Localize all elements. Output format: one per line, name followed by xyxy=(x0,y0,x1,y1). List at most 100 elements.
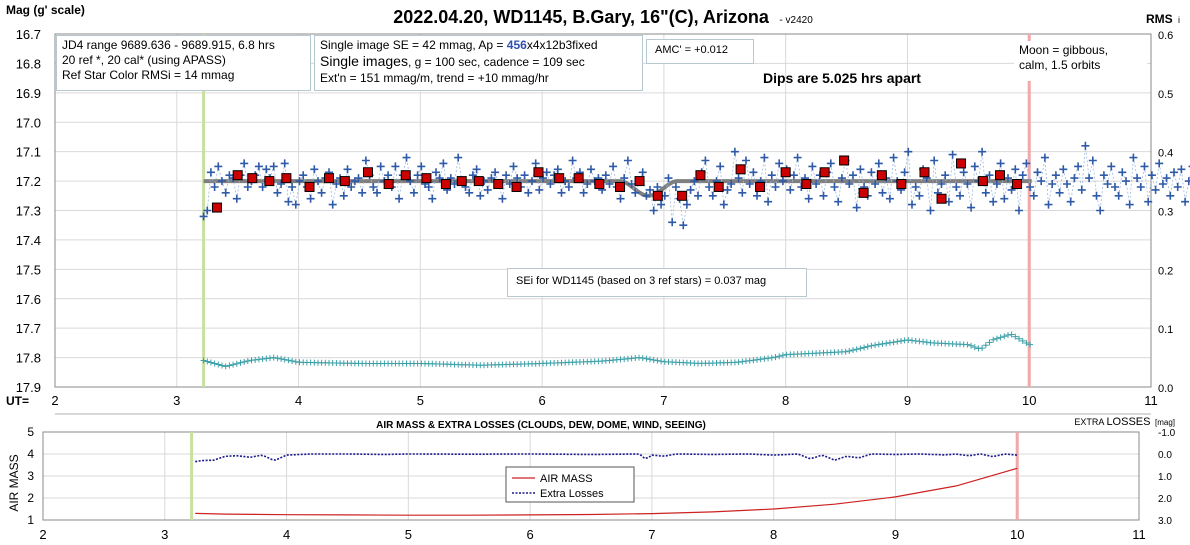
single-image-point xyxy=(376,162,385,171)
average-point xyxy=(819,167,830,178)
single-image-point xyxy=(904,147,913,156)
average-point xyxy=(554,173,565,184)
average-point xyxy=(713,181,724,192)
rms-point xyxy=(776,353,783,360)
single-image-point xyxy=(513,174,522,183)
single-image-point xyxy=(830,183,839,191)
rms-axis-label-text: RMS xyxy=(1146,12,1173,26)
single-image-point xyxy=(557,188,566,197)
rms-tick-label: 0.0 xyxy=(1158,383,1173,395)
rms-tick-label: 0.6 xyxy=(1158,30,1173,42)
single-image-point xyxy=(306,194,315,203)
average-point xyxy=(383,179,394,190)
airmass-x-tick-label: 10 xyxy=(1010,527,1024,542)
single-image-point xyxy=(926,206,935,215)
airmass-y-tick-label: 4 xyxy=(27,447,34,461)
single-image-point xyxy=(1129,153,1138,162)
single-image-point xyxy=(1070,174,1079,183)
average-point xyxy=(615,181,626,192)
rms-point xyxy=(993,335,1000,342)
single-image-point xyxy=(339,191,348,200)
main-x-tick-label: 11 xyxy=(1144,393,1158,408)
main-y-tick-label: 16.7 xyxy=(16,27,41,42)
single-image-point xyxy=(1085,174,1094,183)
single-image-point xyxy=(642,191,651,200)
single-image-point xyxy=(1022,159,1031,168)
single-images-line: Single images, g = 100 sec, cadence = 10… xyxy=(320,53,642,71)
single-image-point xyxy=(989,197,998,206)
single-image-point xyxy=(804,194,813,203)
single-image-point xyxy=(738,188,747,197)
single-image-point xyxy=(723,185,732,194)
single-image-point xyxy=(978,147,987,156)
single-image-point xyxy=(627,180,636,188)
single-image-point xyxy=(694,191,702,200)
ref-stars-line: 20 ref *, 20 cal* (using APASS) xyxy=(62,53,226,67)
legend-extra-losses-label: Extra Losses xyxy=(540,488,604,500)
single-image-point xyxy=(502,171,511,180)
airmass-x-tick-label: 6 xyxy=(526,527,533,542)
single-image-point xyxy=(402,153,411,162)
main-chart-title-text: 2022.04.20, WD1145, B.Gary, 16"(C), Ariz… xyxy=(393,7,770,27)
single-image-point xyxy=(764,197,773,206)
rms-point xyxy=(226,362,233,369)
single-image-point xyxy=(417,162,426,171)
single-image-point xyxy=(1136,183,1145,191)
single-image-point xyxy=(970,162,979,171)
single-image-point xyxy=(956,191,964,200)
main-x-tick-label: 2 xyxy=(51,393,58,408)
single-image-point xyxy=(520,171,529,180)
single-image-point xyxy=(1151,185,1160,194)
single-image-point xyxy=(1107,162,1116,171)
rms-point xyxy=(1027,341,1034,348)
rms-point xyxy=(864,343,871,350)
single-image-point xyxy=(775,159,784,168)
main-y-tick-label: 17.9 xyxy=(16,380,41,395)
single-image-point xyxy=(649,206,658,215)
single-image-point xyxy=(1144,197,1153,206)
main-y-tick-label: 17.5 xyxy=(16,262,41,277)
single-image-point xyxy=(609,162,618,171)
single-image-point xyxy=(465,188,474,197)
main-x-tick-label: 6 xyxy=(538,393,545,408)
rms-axis-label-sub: i xyxy=(1178,15,1180,25)
rms-point xyxy=(1008,331,1015,338)
average-point xyxy=(473,176,484,187)
single-image-point xyxy=(1018,171,1027,180)
single-image-point xyxy=(620,174,629,183)
single-image-point xyxy=(992,180,1001,188)
average-point xyxy=(755,181,766,192)
single-image-point xyxy=(745,180,754,188)
average-point xyxy=(1012,179,1023,190)
single-image-point xyxy=(778,177,787,186)
rms-tick-label: 0.1 xyxy=(1158,324,1173,336)
rms-point xyxy=(868,342,875,349)
single-image-point xyxy=(963,180,972,188)
rms-point xyxy=(647,356,653,363)
single-image-point xyxy=(1026,183,1035,191)
main-y-tick-label: 17.7 xyxy=(16,321,41,336)
single-image-point xyxy=(1077,185,1086,194)
single-image-point xyxy=(682,200,691,209)
single-image-point xyxy=(528,177,536,186)
single-image-point xyxy=(332,180,341,188)
amc-box: AMC' = +0.012 xyxy=(646,39,754,64)
single-image-point xyxy=(1125,200,1134,209)
rms-point xyxy=(244,358,251,364)
single-image-point xyxy=(679,221,688,230)
single-image-point xyxy=(424,183,433,191)
single-image-point xyxy=(487,174,496,183)
average-point xyxy=(511,181,522,192)
single-image-point xyxy=(808,162,817,171)
single-image-point xyxy=(435,174,444,183)
rms-point xyxy=(230,361,237,368)
single-image-point xyxy=(871,180,880,188)
single-image-point xyxy=(553,165,562,174)
aperture-value: 456 xyxy=(506,38,527,52)
single-image-point xyxy=(638,168,647,177)
single-image-point xyxy=(413,171,422,180)
single-image-point xyxy=(361,156,370,165)
rms-point xyxy=(979,345,986,352)
single-image-point xyxy=(1147,171,1156,180)
single-image-point xyxy=(1081,141,1090,150)
